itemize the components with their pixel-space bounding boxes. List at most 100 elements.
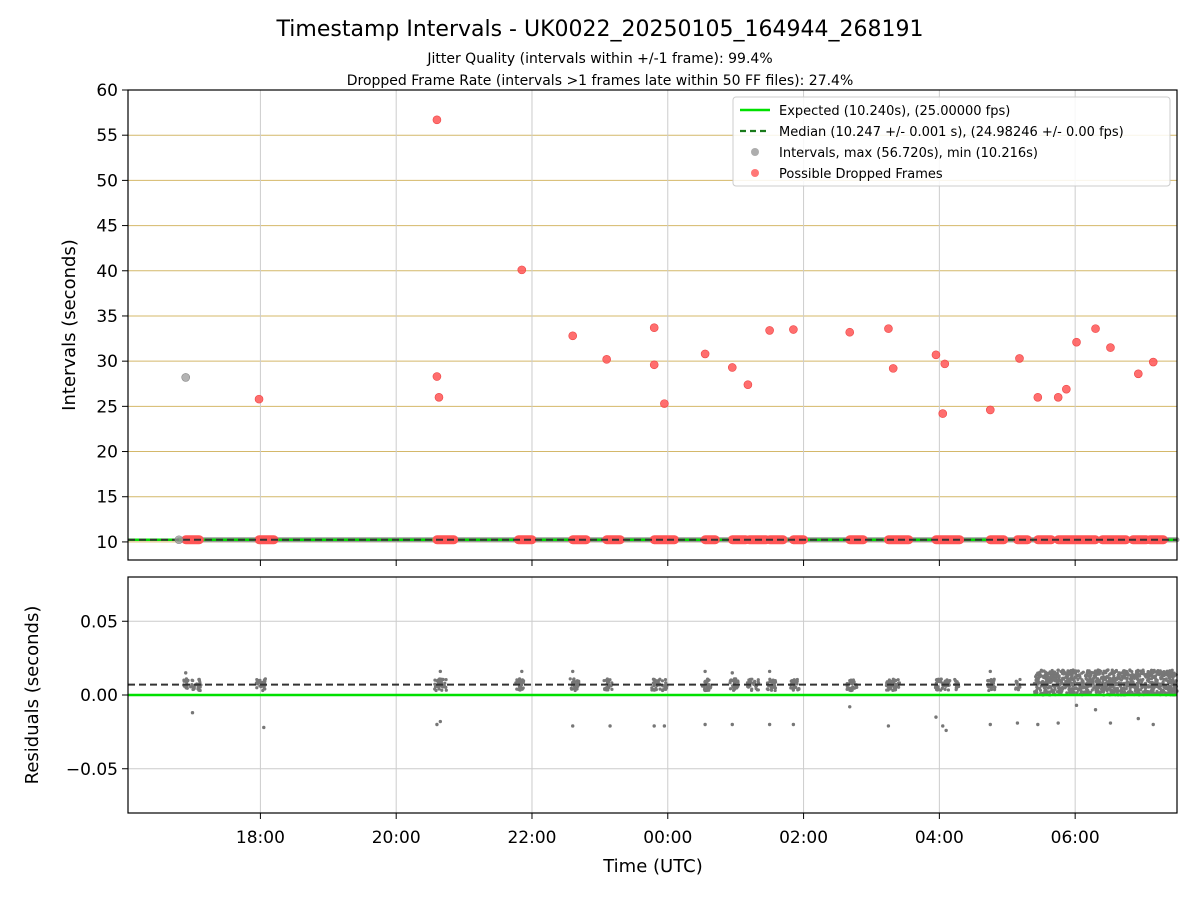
residual-point xyxy=(885,681,889,685)
residual-point xyxy=(1067,679,1071,683)
residual-point xyxy=(1136,689,1140,693)
residual-point xyxy=(263,678,267,682)
residual-point xyxy=(1169,669,1173,674)
residual-point xyxy=(1078,686,1082,690)
residual-point xyxy=(603,687,607,692)
intervals-y-ticks: 10 15 20 25 30 35 40 45 50 55 60 xyxy=(96,81,128,553)
residual-point xyxy=(1045,674,1050,678)
residual-outlier-point xyxy=(608,724,612,728)
intervals-y-tick-label: 60 xyxy=(96,81,118,101)
residual-outlier-point xyxy=(730,671,734,675)
residuals-y-ticks: −0.05 0.00 0.05 xyxy=(66,612,128,780)
residual-point xyxy=(989,678,993,682)
residual-point xyxy=(705,679,710,683)
residual-point xyxy=(1168,677,1172,681)
residual-point xyxy=(852,686,856,690)
residual-point xyxy=(654,679,658,683)
residual-point xyxy=(1056,674,1060,678)
residual-point xyxy=(1014,687,1018,691)
residual-point xyxy=(769,688,774,692)
residual-point xyxy=(660,688,665,693)
residual-point xyxy=(1130,680,1134,684)
residual-point xyxy=(1147,690,1152,694)
dropped-frame-point xyxy=(432,372,442,381)
residual-outlier-point xyxy=(944,728,948,733)
residual-outlier-point xyxy=(652,724,656,728)
residual-point xyxy=(1050,677,1055,681)
residual-point xyxy=(652,688,656,692)
residual-outlier-point xyxy=(438,669,443,674)
dropped-frame-point xyxy=(1033,393,1043,402)
residual-point xyxy=(1100,675,1104,679)
dropped-frame-point xyxy=(649,323,659,333)
residual-point xyxy=(1070,674,1074,679)
residual-point xyxy=(575,687,579,691)
residual-outlier-point xyxy=(262,725,266,730)
residual-point xyxy=(1138,674,1142,678)
residual-point xyxy=(1107,676,1111,681)
intervals-y-tick-label: 50 xyxy=(96,171,118,191)
residual-point xyxy=(897,685,901,689)
residual-outlier-point xyxy=(934,715,938,719)
residuals-x-tick-label: 02:00 xyxy=(779,828,828,848)
residual-outlier-point xyxy=(184,671,188,675)
residual-point xyxy=(946,688,951,692)
residual-point xyxy=(1033,675,1038,679)
residual-point xyxy=(1049,671,1054,675)
residual-point xyxy=(1155,672,1160,676)
dropped-frame-point xyxy=(845,327,855,337)
residual-point xyxy=(1136,668,1140,672)
residual-point xyxy=(1105,679,1109,684)
residual-point xyxy=(1148,671,1152,675)
dropped-frame-point xyxy=(1148,357,1158,367)
residual-outlier-point xyxy=(190,711,195,715)
legend: Expected (10.240s), (25.00000 fps) Median… xyxy=(732,96,1171,187)
residual-point xyxy=(1133,673,1137,677)
residual-point xyxy=(793,680,797,685)
residual-point xyxy=(1095,687,1099,691)
residual-point xyxy=(768,677,772,681)
residual-point xyxy=(261,680,265,685)
residual-outlier-point xyxy=(767,722,772,727)
residual-point xyxy=(1135,677,1140,681)
dropped-frame-point xyxy=(931,350,941,360)
residual-point xyxy=(569,686,573,690)
residual-point xyxy=(1162,677,1166,681)
residual-point xyxy=(1167,688,1171,692)
dropped-frame-point xyxy=(1053,393,1063,402)
residual-point xyxy=(1079,689,1084,694)
residual-point xyxy=(733,687,737,691)
residual-point xyxy=(1051,691,1055,695)
residual-point xyxy=(756,678,760,682)
residual-point xyxy=(443,681,447,685)
residual-point xyxy=(1157,686,1161,690)
residual-point xyxy=(845,687,849,691)
residual-point xyxy=(1037,680,1041,684)
residual-point xyxy=(1015,680,1019,684)
residual-point xyxy=(1048,690,1052,694)
residual-point xyxy=(1034,690,1038,695)
residual-point xyxy=(198,688,202,693)
residual-point xyxy=(1059,678,1063,683)
residual-point xyxy=(1055,680,1060,684)
residual-point xyxy=(182,679,186,683)
residual-point xyxy=(1053,674,1057,678)
residual-point xyxy=(1066,669,1070,673)
residual-outlier-point xyxy=(1093,708,1098,712)
residual-point xyxy=(1099,687,1104,691)
residual-point xyxy=(889,687,893,691)
residuals-x-ticks: 18:00 20:00 22:00 00:00 02:00 04:00 06:00 xyxy=(236,813,1100,848)
residual-outlier-point xyxy=(1036,722,1040,727)
residual-point xyxy=(893,688,897,692)
residual-point xyxy=(1169,690,1173,694)
residual-outlier-point xyxy=(988,669,992,674)
residual-point xyxy=(948,679,952,683)
residual-point xyxy=(1087,690,1091,694)
residual-point xyxy=(1171,686,1175,691)
residual-point xyxy=(1152,686,1156,690)
residual-point xyxy=(707,688,711,692)
residual-point xyxy=(1076,677,1080,682)
residual-point xyxy=(1084,674,1088,678)
dropped-frame-point xyxy=(700,349,710,359)
